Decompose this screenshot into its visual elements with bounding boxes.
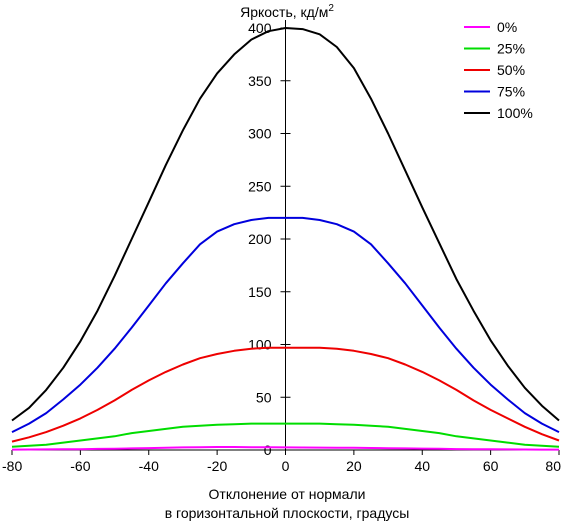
y-axis-title-superscript: 2 [328,3,334,14]
series-layer [11,27,560,451]
y-tick-label: 300 [248,126,272,142]
series-line-75-pct [11,216,560,433]
x-tick-label: 40 [414,458,430,474]
series-line-0-pct [11,446,559,451]
y-tick-label: 50 [256,389,272,405]
series-line-100-pct [11,27,560,422]
y-tick-label: 350 [248,73,272,89]
legend-label: 100% [497,105,533,121]
y-tick-label: 100 [248,337,272,353]
series-line-25-pct [11,422,560,448]
legend-item: 50% [464,62,525,78]
x-tick-label: 60 [483,458,499,474]
x-axis-title-line2: в горизонтальной плоскости, градусы [165,505,410,521]
legend-item: 25% [464,41,525,57]
legend-label: 75% [497,84,525,100]
x-tick-label: -20 [207,458,227,474]
axes-layer: -80 -60 -40 -20 0 20 40 60 80 50 100 150 200 250 300 35… [2,20,561,474]
x-tick-label: -40 [139,458,159,474]
x-tick-label: -60 [70,458,90,474]
labels-layer: Яркость, кд/м2 Отклонение от нормали в г… [165,3,410,521]
y-axis-title: Яркость, кд/м2 [240,3,334,20]
x-axis-title-line1: Отклонение от нормали [209,486,366,502]
legend-item: 75% [464,84,525,100]
legend-label: 0% [497,19,517,35]
y-tick-label: 150 [248,284,272,300]
y-tick-label: 200 [248,231,272,247]
x-tick-label: 0 [282,458,290,474]
legend-label: 25% [497,41,525,57]
y-tick-label: 250 [248,178,272,194]
y-tick-label-zero: 0 [264,442,272,458]
legend-label: 50% [497,62,525,78]
x-tick-label: -80 [2,458,22,474]
legend: 0% 25% 50% 75% 100% [464,19,533,121]
legend-item: 0% [464,19,517,35]
x-tick-label: 20 [346,458,362,474]
y-tick-label: 400 [248,20,272,36]
x-tick-label: 80 [545,458,561,474]
series-line-50-pct [11,346,560,443]
legend-item: 100% [464,105,533,121]
